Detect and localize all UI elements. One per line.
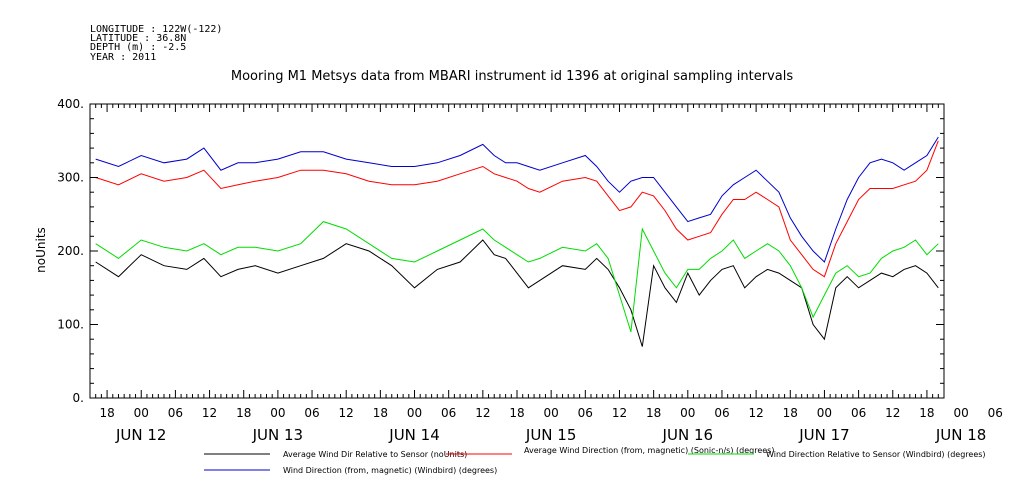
x-hour-label: 00 bbox=[953, 406, 968, 420]
x-hour-label: 00 bbox=[270, 406, 285, 420]
x-hour-label: 00 bbox=[134, 406, 149, 420]
x-hour-label: 18 bbox=[236, 406, 251, 420]
series-line-4 bbox=[95, 136, 939, 263]
x-hour-label: 12 bbox=[475, 406, 490, 420]
x-date-label: JUN 13 bbox=[252, 426, 303, 444]
y-tick-label: 400. bbox=[57, 97, 84, 111]
x-hour-label: 06 bbox=[578, 406, 593, 420]
chart-title: Mooring M1 Metsys data from MBARI instru… bbox=[231, 69, 793, 84]
x-hour-label: 12 bbox=[612, 406, 627, 420]
x-hour-label: 06 bbox=[304, 406, 319, 420]
x-hour-label: 18 bbox=[919, 406, 934, 420]
x-date-label: JUN 16 bbox=[662, 426, 713, 444]
series-line-2 bbox=[95, 140, 939, 278]
x-hour-label: 12 bbox=[339, 406, 354, 420]
x-hour-label: 12 bbox=[748, 406, 763, 420]
x-hour-label: 00 bbox=[817, 406, 832, 420]
x-hour-label: 06 bbox=[988, 406, 1003, 420]
x-hour-label: 18 bbox=[646, 406, 661, 420]
x-date-label: JUN 17 bbox=[798, 426, 849, 444]
latitude-label: LATITUDE : 36.8N bbox=[90, 33, 186, 44]
longitude-label: LONGITUDE : 122W(-122) bbox=[90, 24, 222, 35]
y-tick-label: 0. bbox=[73, 391, 84, 405]
x-hour-label: 06 bbox=[714, 406, 729, 420]
label-layer: 0. 100. 200. 300. 400. 18 00 06 12 18 00 06 12 18 00 06… bbox=[57, 97, 1003, 444]
year-label: YEAR : 2011 bbox=[90, 52, 156, 63]
x-hour-label: 18 bbox=[783, 406, 798, 420]
x-hour-label: 18 bbox=[373, 406, 388, 420]
x-hour-label: 06 bbox=[441, 406, 456, 420]
legend-label-series-2-text: Average Wind Direction (from, magnetic) … bbox=[524, 446, 774, 455]
x-hour-label: 00 bbox=[544, 406, 559, 420]
plot-frame bbox=[89, 103, 945, 399]
x-hour-label: 06 bbox=[168, 406, 183, 420]
depth-label: DEPTH (m) : -2.5 bbox=[90, 42, 186, 53]
x-hour-label: 12 bbox=[202, 406, 217, 420]
y-tick-label: 100. bbox=[57, 318, 84, 332]
x-hour-label: 12 bbox=[885, 406, 900, 420]
x-date-label: JUN 18 bbox=[935, 426, 986, 444]
x-hour-label: 18 bbox=[509, 406, 524, 420]
x-hour-label: 18 bbox=[99, 406, 114, 420]
y-tick-label: 300. bbox=[57, 171, 84, 185]
tick-layer bbox=[89, 103, 945, 399]
x-hour-label: 00 bbox=[407, 406, 422, 420]
y-axis-label: noUnits bbox=[34, 227, 48, 273]
series-line-1 bbox=[95, 239, 939, 347]
x-date-label: JUN 14 bbox=[388, 426, 439, 444]
x-hour-label: 00 bbox=[680, 406, 695, 420]
legend-label-series-2: Average Wind Direction (from, magnetic) … bbox=[524, 446, 774, 455]
x-date-label: JUN 15 bbox=[525, 426, 576, 444]
legend-label-series-1: Average Wind Dir Relative to Sensor (noU… bbox=[283, 450, 467, 459]
legend-label-series-4: Wind Direction (from, magnetic) (Windbir… bbox=[283, 466, 497, 475]
legend: Average Wind Dir Relative to Sensor (noU… bbox=[204, 446, 986, 475]
series-layer bbox=[95, 136, 939, 347]
legend-label-series-3: Wind Direction Relative to Sensor (Windb… bbox=[766, 450, 986, 459]
x-date-label: JUN 12 bbox=[115, 426, 166, 444]
y-tick-label: 200. bbox=[57, 244, 84, 258]
x-hour-label: 06 bbox=[851, 406, 866, 420]
series-line-3 bbox=[95, 221, 939, 333]
